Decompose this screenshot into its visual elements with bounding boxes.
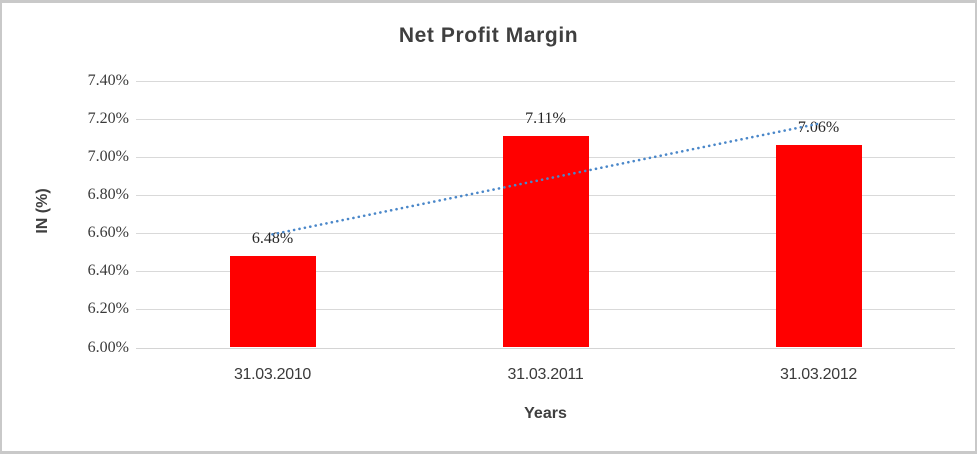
y-tick-label: 6.00% [87,339,129,356]
bar [229,255,316,348]
y-tick-label: 7.40% [87,72,129,89]
x-axis-line [136,348,955,349]
chart-title: Net Profit Margin [398,24,579,47]
x-tick-label: 31.03.2011 [507,366,584,383]
y-tick-label: 6.80% [87,186,129,203]
bar-value-label: 7.06% [797,119,840,137]
y-tick-label: 7.00% [87,148,129,165]
y-tick-label: 6.20% [87,300,129,317]
bar [775,145,862,348]
y-tick-label: 7.20% [87,110,129,127]
x-tick-label: 31.03.2012 [779,366,858,383]
y-tick-label: 6.60% [87,224,129,241]
y-tick-label: 6.40% [87,262,129,279]
x-tick-label: 31.03.2010 [233,366,312,383]
gridline [136,119,955,120]
gridline [136,81,955,82]
x-axis-title: Years [524,405,567,422]
bar-value-label: 7.11% [525,109,566,127]
y-axis-title: IN (%) [34,188,51,234]
bar-value-label: 6.48% [251,229,294,247]
bar [502,135,589,348]
